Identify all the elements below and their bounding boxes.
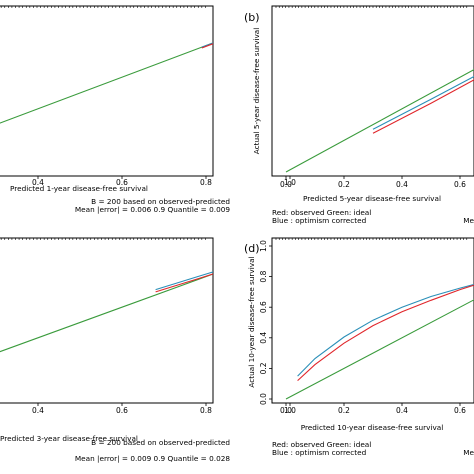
footer-text: B = 200 based on observed-predicted <box>91 438 230 447</box>
x-axis-label: Predicted 1-year disease-free survival <box>10 184 148 193</box>
x-tick-label: 0.6 <box>454 406 466 415</box>
series-line-ideal <box>0 42 213 124</box>
y-tick-label: 0.4 <box>259 332 268 344</box>
footer-text: Blue : optimism corrected <box>272 448 366 457</box>
x-tick-label: 1.0 <box>284 406 296 415</box>
series-line-corrected <box>372 75 474 130</box>
y-tick-label: 0.0 <box>259 393 268 405</box>
x-tick-label: 0.8 <box>200 178 212 187</box>
x-axis-label: Predicted 10-year disease-free survival <box>301 423 444 432</box>
footer-text-right: Me <box>463 216 474 225</box>
series-line-observed <box>297 284 474 382</box>
x-tick-label: 0.2 <box>338 180 350 189</box>
x-tick-label: 0.4 <box>396 180 408 189</box>
x-tick-label: 0.4 <box>396 406 408 415</box>
x-tick-label: 0.6 <box>116 406 128 415</box>
footer-text: Red: observed Green: ideal <box>272 440 371 449</box>
y-axis-label: Actual 10-year disease-free survival <box>247 256 256 387</box>
x-tick-label: 1.0 <box>284 178 296 187</box>
series-line-ideal <box>285 299 474 400</box>
y-tick-label: 0.6 <box>259 301 268 313</box>
footer-text: Red: observed Green: ideal <box>272 208 371 217</box>
x-tick-label: 0.6 <box>454 180 466 189</box>
footer-text-right: Me <box>463 448 474 457</box>
x-tick-label: 0.4 <box>32 178 44 187</box>
x-tick-label: 0.0 <box>280 406 292 415</box>
y-tick-label: 0.8 <box>259 270 268 282</box>
footer-text: Blue : optimism corrected <box>272 216 366 225</box>
x-tick-label: 0.4 <box>32 406 44 415</box>
footer-text: B = 200 based on observed-predicted <box>91 197 230 206</box>
y-tick-label: 0.2 <box>259 362 268 374</box>
x-tick-label: 0.0 <box>280 180 292 189</box>
y-tick-label: 1.0 <box>259 240 268 252</box>
x-tick-label: 0.2 <box>338 406 350 415</box>
plot-frame-b <box>271 5 474 177</box>
series-line-corrected <box>155 271 213 291</box>
series-line-observed <box>155 273 213 293</box>
x-tick-label: 0.6 <box>116 178 128 187</box>
panel-label: (b) <box>244 11 260 24</box>
series-line-observed <box>372 79 474 134</box>
series-line-ideal <box>285 68 474 173</box>
plot-frame-c <box>0 237 214 404</box>
plot-frame-a <box>0 5 214 177</box>
x-tick-label: 0.8 <box>200 406 212 415</box>
series-line-ideal <box>0 273 213 353</box>
x-axis-label: Predicted 5-year disease-free survival <box>303 194 441 203</box>
footer-text: Mean |error| = 0.006 0.9 Quantile = 0.00… <box>75 205 231 214</box>
footer-text: Mean |error| = 0.009 0.9 Quantile = 0.02… <box>75 454 231 463</box>
x-axis-label: Predicted 3-year disease-free survival <box>0 434 138 443</box>
series-line-corrected <box>297 283 474 377</box>
panel-label: (d) <box>244 242 260 255</box>
y-axis-label: Actual 5-year disease-free survival <box>252 28 261 155</box>
